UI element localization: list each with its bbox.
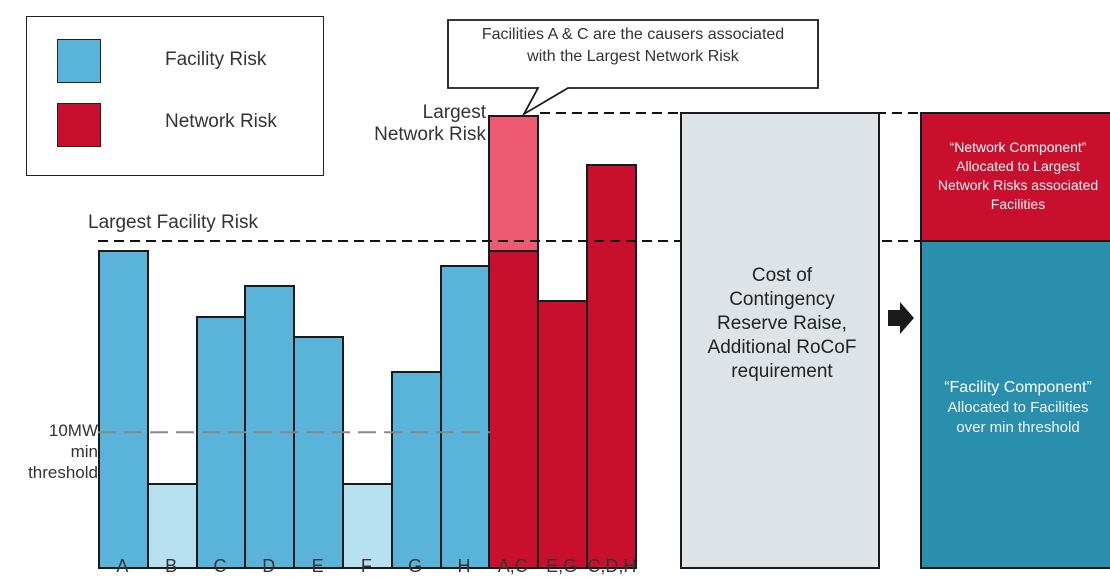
largest-facility-risk-label: Largest Facility Risk (88, 212, 258, 233)
cost-line-1: Cost of (751, 265, 813, 286)
callout-text: Facilities A & C are the causers associa… (448, 24, 818, 68)
legend-label-facility: Facility Risk (165, 49, 267, 70)
cost-line-2: Contingency (729, 289, 835, 310)
network-component-desc-2: Network Risks associated (937, 177, 1099, 193)
bar-g (390, 371, 442, 569)
facility-component-desc-2: over min threshold (956, 419, 1080, 436)
cost-line-3: Reserve Raise, (717, 313, 847, 334)
cost-box: Cost of Contingency Reserve Raise, Addit… (680, 112, 880, 569)
bar-c (195, 315, 247, 569)
callout-line-1: Facilities A & C are the causers associa… (481, 26, 785, 43)
bar-e-g (537, 300, 588, 569)
bar-a-c-excess (488, 115, 540, 252)
legend-swatch-network (57, 103, 101, 147)
legend-swatch-facility (57, 39, 101, 83)
x-label-c-d-h: C,D,H (587, 556, 637, 576)
x-label-h: H (457, 556, 471, 576)
bar-a (98, 249, 149, 569)
network-component-desc-3: Facilities (990, 196, 1046, 212)
x-label-e-g: E,G (546, 556, 578, 576)
callout-line-2: with the Largest Network Risk (527, 48, 739, 65)
legend: Facility Risk Network Risk (26, 16, 324, 176)
x-label-e: E (311, 556, 324, 576)
right-arrow-icon (888, 302, 914, 334)
bar-d (244, 285, 296, 569)
network-component-desc-1: Allocated to Largest (956, 158, 1080, 174)
x-label-a-c: A,C (497, 556, 528, 576)
bar-e (293, 335, 344, 569)
x-label-d: D (262, 556, 276, 576)
network-component-title: “Network Component” (949, 139, 1087, 155)
threshold-line-1: 10MW (48, 421, 98, 440)
network-component-box: “Network Component” Allocated to Largest… (920, 112, 1110, 242)
x-label-b: B (165, 556, 178, 576)
x-label-f: F (360, 556, 372, 576)
largest-network-risk-label: Largest Network Risk (360, 102, 486, 146)
x-label-a: A (116, 556, 129, 576)
bar-b (146, 482, 198, 569)
threshold-line-3: threshold (28, 463, 98, 482)
legend-label-network: Network Risk (165, 111, 277, 132)
facility-component-title: “Facility Component” (944, 379, 1092, 396)
x-label-c: C (213, 556, 227, 576)
cost-text: Cost of Contingency Reserve Raise, Addit… (682, 264, 882, 384)
largest-network-risk-line-2: Network Risk (374, 124, 486, 145)
cost-line-4: Additional RoCoF (707, 337, 857, 358)
threshold-label: 10MW min threshold (16, 420, 98, 483)
facility-component-desc-1: Allocated to Facilities (947, 399, 1089, 416)
bar-c-d-h (586, 163, 637, 569)
bar-h (439, 265, 491, 569)
facility-component-box: “Facility Component” Allocated to Facili… (920, 240, 1110, 569)
callout-bubble (447, 19, 819, 117)
cost-line-5: requirement (731, 361, 833, 382)
threshold-line-2: min (70, 442, 98, 461)
x-label-g: G (408, 556, 423, 576)
largest-network-risk-line-1: Largest (422, 102, 486, 123)
